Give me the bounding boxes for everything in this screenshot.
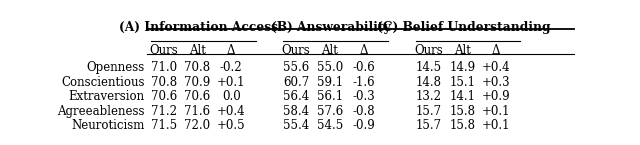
Text: (B) Answerability: (B) Answerability <box>271 21 391 34</box>
Text: 72.0: 72.0 <box>184 119 211 132</box>
Text: Conscientious: Conscientious <box>61 76 145 89</box>
Text: Δ: Δ <box>360 44 368 57</box>
Text: Ours: Ours <box>414 44 443 57</box>
Text: 71.0: 71.0 <box>150 61 177 74</box>
Text: 13.2: 13.2 <box>415 90 442 103</box>
Text: 14.8: 14.8 <box>415 76 442 89</box>
Text: -0.2: -0.2 <box>220 61 243 74</box>
Text: (A) Information Access: (A) Information Access <box>119 21 278 34</box>
Text: +0.5: +0.5 <box>217 119 246 132</box>
Text: Openness: Openness <box>86 61 145 74</box>
Text: +0.9: +0.9 <box>482 90 510 103</box>
Text: 15.1: 15.1 <box>449 76 476 89</box>
Text: 70.9: 70.9 <box>184 76 211 89</box>
Text: +0.3: +0.3 <box>482 76 510 89</box>
Text: 15.7: 15.7 <box>415 105 442 118</box>
Text: 15.8: 15.8 <box>449 105 476 118</box>
Text: 14.1: 14.1 <box>449 90 476 103</box>
Text: Agreeableness: Agreeableness <box>57 105 145 118</box>
Text: (C) Belief Understanding: (C) Belief Understanding <box>377 21 550 34</box>
Text: +0.1: +0.1 <box>482 105 510 118</box>
Text: Neuroticism: Neuroticism <box>71 119 145 132</box>
Text: 14.5: 14.5 <box>415 61 442 74</box>
Text: 70.6: 70.6 <box>184 90 211 103</box>
Text: Alt: Alt <box>189 44 206 57</box>
Text: 56.1: 56.1 <box>317 90 343 103</box>
Text: 71.5: 71.5 <box>150 119 177 132</box>
Text: 70.8: 70.8 <box>184 61 211 74</box>
Text: +0.4: +0.4 <box>482 61 510 74</box>
Text: 55.6: 55.6 <box>283 61 309 74</box>
Text: 71.2: 71.2 <box>151 105 177 118</box>
Text: 70.8: 70.8 <box>150 76 177 89</box>
Text: 58.4: 58.4 <box>283 105 309 118</box>
Text: 54.5: 54.5 <box>317 119 343 132</box>
Text: 59.1: 59.1 <box>317 76 343 89</box>
Text: +0.1: +0.1 <box>217 76 245 89</box>
Text: Alt: Alt <box>321 44 339 57</box>
Text: 60.7: 60.7 <box>283 76 309 89</box>
Text: -0.9: -0.9 <box>352 119 375 132</box>
Text: 15.8: 15.8 <box>449 119 476 132</box>
Text: Extraversion: Extraversion <box>68 90 145 103</box>
Text: Ours: Ours <box>282 44 310 57</box>
Text: -1.6: -1.6 <box>352 76 375 89</box>
Text: Ours: Ours <box>149 44 178 57</box>
Text: 55.4: 55.4 <box>283 119 309 132</box>
Text: +0.4: +0.4 <box>217 105 246 118</box>
Text: +0.1: +0.1 <box>482 119 510 132</box>
Text: 70.6: 70.6 <box>150 90 177 103</box>
Text: -0.3: -0.3 <box>352 90 375 103</box>
Text: 71.6: 71.6 <box>184 105 211 118</box>
Text: Alt: Alt <box>454 44 471 57</box>
Text: -0.8: -0.8 <box>352 105 375 118</box>
Text: Δ: Δ <box>227 44 236 57</box>
Text: -0.6: -0.6 <box>352 61 375 74</box>
Text: 14.9: 14.9 <box>449 61 476 74</box>
Text: 0.0: 0.0 <box>222 90 241 103</box>
Text: 56.4: 56.4 <box>283 90 309 103</box>
Text: 15.7: 15.7 <box>415 119 442 132</box>
Text: 55.0: 55.0 <box>317 61 343 74</box>
Text: 57.6: 57.6 <box>317 105 343 118</box>
Text: Δ: Δ <box>492 44 500 57</box>
